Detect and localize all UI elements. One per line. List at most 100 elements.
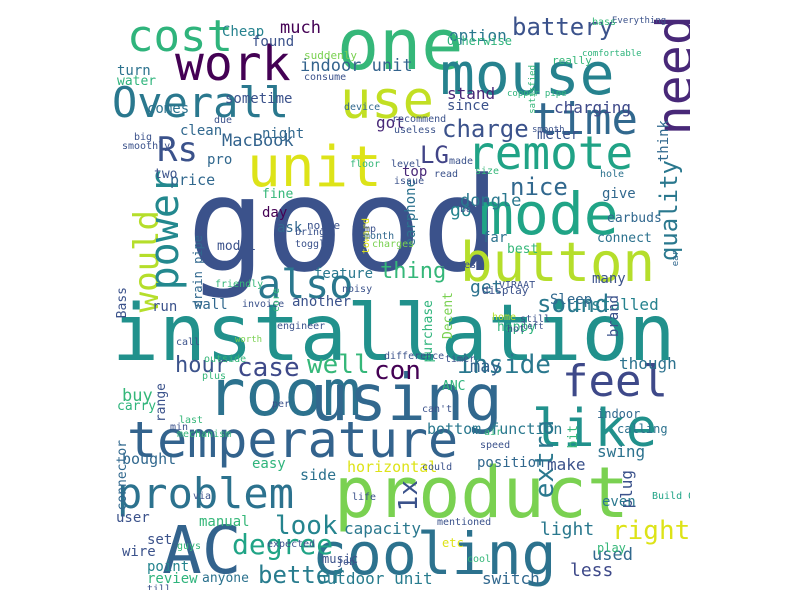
word-cloud-word: smoothly	[122, 141, 171, 152]
word-cloud-word: two	[154, 167, 178, 182]
word-cloud-word: noisy	[342, 284, 373, 295]
word-cloud-word: like	[532, 399, 658, 459]
word-cloud-word: suddenly	[304, 49, 357, 62]
word-cloud-word: bass	[592, 17, 617, 28]
word-cloud-word: unit	[247, 135, 382, 200]
word-cloud-word: using	[310, 362, 503, 436]
word-cloud-word: ear	[671, 250, 681, 267]
word-cloud-word: month	[364, 231, 395, 242]
word-cloud-word: Build Quality	[652, 491, 690, 502]
word-cloud-word: bring	[295, 227, 326, 238]
word-cloud-word: charging	[554, 98, 632, 117]
word-cloud-word: etc	[442, 536, 464, 550]
word-cloud-word: device	[344, 102, 381, 113]
word-cloud-word: satisfied	[528, 65, 538, 114]
word-cloud-word: clean	[180, 123, 223, 139]
word-cloud-word: Rs	[157, 130, 198, 170]
word-cloud-word: point	[147, 559, 190, 575]
word-cloud-word: good	[187, 149, 501, 301]
word-cloud-word: happy	[497, 320, 537, 335]
word-cloud-word: difference	[384, 351, 445, 362]
word-cloud-word: AC	[162, 512, 242, 589]
word-cloud-word: right	[612, 516, 690, 546]
word-cloud-word: con	[374, 356, 421, 386]
word-cloud-word: indoor unit	[300, 56, 413, 76]
word-cloud-word: earphone	[403, 179, 419, 247]
word-cloud-word: ANC	[442, 379, 466, 394]
word-cloud-word: invoice	[242, 299, 285, 310]
word-cloud-word: sometime	[225, 91, 293, 107]
word-cloud-word: option	[449, 26, 507, 45]
word-cloud-word: via	[193, 491, 212, 502]
word-cloud-word: earbuds	[607, 211, 662, 226]
word-cloud-word: case	[237, 353, 300, 383]
word-cloud-word: meter	[537, 127, 580, 143]
word-cloud-word: give	[602, 186, 636, 202]
word-cloud-word: outside	[204, 354, 247, 365]
word-cloud-word: mode	[479, 180, 619, 248]
word-cloud-word: VIRAAT	[499, 280, 536, 291]
word-cloud-word: many	[592, 271, 626, 287]
word-cloud: good installation product room using temperat…	[112, 10, 690, 590]
word-cloud-word: outdoor unit	[317, 569, 433, 588]
word-cloud-word: last	[179, 415, 204, 426]
word-cloud-word: well	[307, 350, 370, 380]
word-cloud-word: display	[482, 284, 529, 297]
word-cloud-word: look	[275, 511, 338, 541]
word-cloud-word: wire	[122, 544, 156, 560]
word-cloud-word: battery	[512, 13, 614, 41]
word-cloud-word: temperature	[127, 411, 459, 469]
word-cloud-word: could	[422, 462, 453, 473]
word-cloud-word: noise	[307, 219, 341, 232]
word-cloud-word: level	[391, 159, 422, 170]
word-cloud-word: degree	[232, 528, 334, 561]
word-cloud-word: floor	[350, 159, 381, 170]
word-cloud-word: big	[134, 132, 153, 143]
word-cloud-word: since	[447, 98, 490, 114]
word-cloud-word: though	[619, 354, 677, 373]
word-cloud-word: bottom function	[427, 420, 563, 438]
word-cloud-word: light	[540, 519, 595, 540]
word-cloud-word: 1x	[394, 480, 424, 512]
word-cloud-word: size	[475, 166, 500, 177]
word-cloud-word: get	[470, 277, 503, 298]
word-cloud-word: life	[352, 492, 377, 503]
word-cloud-word: found	[252, 34, 295, 50]
word-cloud-word: manual	[199, 514, 250, 530]
word-cloud-word: temp	[352, 224, 377, 235]
word-cloud-word: bad	[460, 204, 479, 215]
word-cloud-word: water	[117, 74, 157, 89]
word-cloud-word: connector	[115, 440, 130, 511]
word-cloud-word: may	[470, 357, 501, 377]
word-cloud-word: used	[592, 545, 633, 565]
word-cloud-word: night	[262, 126, 305, 142]
word-cloud-word: carry	[117, 399, 157, 414]
word-cloud-word: capacity	[344, 519, 422, 538]
word-cloud-word: product	[334, 452, 630, 534]
word-cloud-word: much	[280, 18, 321, 38]
word-cloud-word: useless	[394, 125, 437, 136]
word-cloud-word: job	[337, 557, 356, 568]
word-cloud-word: need	[646, 15, 690, 136]
word-cloud-word: Decent	[441, 292, 456, 339]
word-cloud-word: read	[434, 169, 459, 180]
word-cloud-word: comfortable	[582, 49, 642, 59]
word-cloud-word: Cheap	[222, 24, 265, 40]
word-cloud-word: one	[337, 10, 464, 86]
word-cloud-word: play	[597, 541, 626, 555]
word-cloud-word: go	[450, 200, 472, 221]
word-cloud-word: side	[300, 466, 337, 484]
word-cloud-word: Otherwise	[447, 34, 513, 48]
word-cloud-word: copper pipe	[507, 89, 567, 99]
word-cloud-word: indoor	[597, 407, 641, 421]
word-cloud-word: model	[217, 239, 257, 254]
word-cloud-word: Bass	[115, 287, 130, 319]
word-cloud-word: price	[170, 171, 216, 189]
word-cloud-word: core	[271, 288, 282, 313]
word-cloud-word: calling	[617, 422, 668, 436]
word-cloud-word: music	[322, 552, 359, 566]
word-cloud-word: LG	[420, 141, 449, 169]
word-cloud-word: time	[532, 94, 638, 145]
word-cloud-word: room	[207, 357, 362, 431]
word-cloud-word: home	[492, 312, 517, 323]
